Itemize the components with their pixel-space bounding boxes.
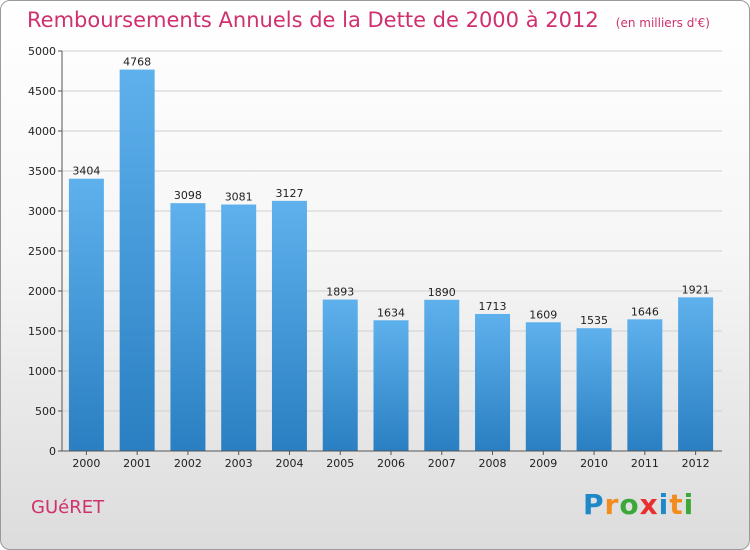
- x-tick-label: 2001: [123, 457, 151, 470]
- bar-value-label: 1609: [529, 308, 557, 321]
- logo-letter: r: [604, 488, 620, 521]
- bar-2008: [475, 313, 511, 451]
- bar-2000: [68, 178, 104, 451]
- bar-value-label: 1921: [682, 283, 710, 296]
- x-tick-label: 2012: [682, 457, 710, 470]
- x-tick-label: 2005: [326, 457, 354, 470]
- bar-value-label: 1634: [377, 306, 405, 319]
- y-tick-label: 5000: [28, 45, 56, 58]
- bar-value-label: 4768: [123, 56, 151, 69]
- y-tick-label: 3500: [28, 165, 56, 178]
- bar-2007: [424, 299, 460, 451]
- bar-2012: [678, 297, 714, 451]
- logo-letter: t: [669, 488, 684, 521]
- logo-letter: i: [658, 488, 670, 521]
- x-tick-label: 2004: [275, 457, 303, 470]
- y-tick-label: 4000: [28, 125, 56, 138]
- bar-2005: [322, 299, 358, 451]
- y-tick-label: 0: [49, 445, 56, 458]
- bar-2003: [221, 204, 257, 451]
- bar-value-label: 1646: [631, 305, 659, 318]
- y-tick-label: 500: [35, 405, 56, 418]
- bar-value-label: 3098: [174, 189, 202, 202]
- bar-2006: [373, 320, 409, 451]
- x-tick-label: 2003: [225, 457, 253, 470]
- y-tick-label: 4500: [28, 85, 56, 98]
- y-tick-label: 3000: [28, 205, 56, 218]
- y-tick-label: 1000: [28, 365, 56, 378]
- y-tick-label: 2500: [28, 245, 56, 258]
- bar-2010: [576, 328, 612, 451]
- x-tick-label: 2002: [174, 457, 202, 470]
- logo-letter: x: [639, 488, 659, 521]
- bar-value-label: 1890: [428, 286, 456, 299]
- bar-2002: [170, 203, 206, 451]
- title-row: Remboursements Annuels de la Dette de 20…: [27, 8, 710, 32]
- bar-value-label: 1535: [580, 314, 608, 327]
- chart-subtitle: (en milliers d'€): [615, 16, 710, 30]
- bars: 3404 4768 3098 3081 3127 1893 1634 1890 1713 1609…: [68, 56, 714, 451]
- chart-title: Remboursements Annuels de la Dette de 20…: [27, 8, 599, 32]
- city-name: GUéRET: [31, 497, 105, 518]
- x-tick-label: 2011: [631, 457, 659, 470]
- logo-letter: P: [583, 488, 605, 521]
- axes: 0 500 1000 1500 2000 2500 3000 3500 4000 4500 5000…: [28, 45, 722, 470]
- bar-value-label: 3127: [275, 187, 303, 200]
- x-tick-label: 2006: [377, 457, 405, 470]
- bar-value-label: 1713: [479, 300, 507, 313]
- bar-2011: [627, 319, 663, 451]
- y-tick-label: 1500: [28, 325, 56, 338]
- x-tick-label: 2008: [479, 457, 507, 470]
- bar-2004: [271, 200, 307, 451]
- x-tick-label: 2007: [428, 457, 456, 470]
- bar-value-label: 3081: [225, 191, 253, 204]
- logo-letter: o: [619, 488, 640, 521]
- bar-value-label: 1893: [326, 286, 354, 299]
- x-tick-label: 2009: [529, 457, 557, 470]
- bar-2009: [525, 322, 561, 451]
- bar-2001: [119, 69, 155, 451]
- x-tick-label: 2010: [580, 457, 608, 470]
- logo-letter: i: [683, 488, 695, 521]
- x-tick-label: 2000: [72, 457, 100, 470]
- y-tick-label: 2000: [28, 285, 56, 298]
- proxiti-logo: Proxiti: [583, 488, 694, 521]
- bar-value-label: 3404: [72, 165, 100, 178]
